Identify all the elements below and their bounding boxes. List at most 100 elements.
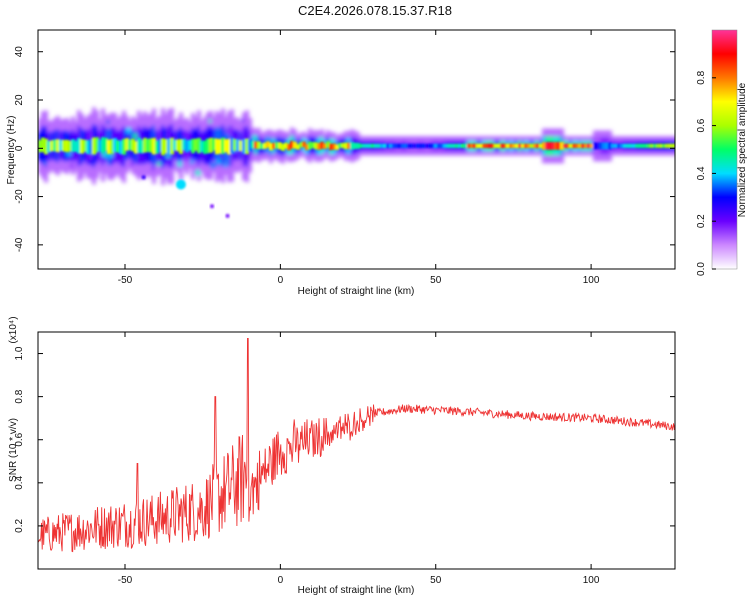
spec-core [290, 140, 294, 149]
spec-speckle [225, 128, 231, 135]
spec-core [302, 141, 306, 148]
spec-core [437, 143, 441, 148]
spec-core [671, 143, 675, 148]
spec-core [341, 142, 345, 149]
spec-core [254, 141, 258, 149]
spec-core [620, 143, 624, 148]
spec-speckle [69, 163, 75, 169]
spec-core [461, 143, 465, 148]
snr-x-label: Height of straight line (km) [298, 585, 415, 596]
spec-core [410, 143, 414, 148]
spec-speckle [142, 157, 146, 161]
spec-core [317, 143, 321, 150]
spec-speckle [194, 169, 202, 176]
spec-speckle [222, 162, 228, 168]
spec-core [395, 143, 399, 148]
spec-speckle [105, 119, 111, 125]
spec-core [47, 140, 51, 153]
spec-core [455, 143, 459, 148]
spec-core [281, 143, 285, 151]
spec-core [599, 142, 603, 150]
spec-core [128, 139, 132, 151]
spec-core [509, 143, 513, 148]
spec-core [179, 139, 183, 154]
x-tick-label: 100 [583, 275, 600, 286]
spec-core [557, 142, 561, 150]
spec-core [515, 143, 519, 148]
spec-core [425, 143, 429, 148]
spec-core [272, 142, 276, 149]
spec-speckle [43, 161, 47, 165]
spec-core [443, 143, 447, 148]
spectrogram-x-label: Height of straight line (km) [298, 286, 415, 297]
colorbar-label: Normalized spectral amplitude [737, 82, 748, 217]
snr-series-line [38, 338, 675, 553]
spectrogram-y-axis: -40 -20 0 20 40 [14, 46, 675, 252]
spec-core [524, 143, 528, 148]
spec-core [503, 143, 507, 148]
spec-speckle [150, 166, 156, 171]
spec-core [266, 141, 270, 148]
y-tick-label: -40 [14, 237, 25, 252]
spec-core [494, 143, 498, 148]
spec-core [479, 143, 483, 148]
spec-core [248, 139, 252, 152]
spec-speckle [132, 133, 138, 139]
spec-core [560, 142, 564, 150]
spec-core [164, 139, 168, 154]
spec-core [215, 138, 219, 155]
spec-core [482, 143, 486, 148]
spec-core [293, 141, 297, 149]
spec-core [440, 143, 444, 148]
spec-core [404, 143, 408, 148]
spec-core [158, 139, 162, 152]
y-tick-label: 0.2 [14, 519, 25, 533]
spec-core [182, 139, 186, 151]
spec-core [218, 139, 222, 154]
spec-core [335, 144, 339, 150]
spec-core [611, 143, 615, 148]
spec-core [230, 137, 234, 154]
spec-core [416, 143, 420, 148]
spec-core [107, 139, 111, 155]
spec-core [257, 141, 261, 150]
spec-core [269, 143, 273, 151]
spec-core [74, 140, 78, 152]
spec-core [590, 143, 594, 148]
spec-core [446, 143, 450, 148]
snr-frame [37, 331, 676, 570]
spec-core [263, 142, 267, 149]
spec-core [320, 141, 324, 149]
spec-core [392, 143, 396, 148]
spec-speckle [72, 135, 78, 141]
spec-core [197, 137, 201, 154]
spec-core [308, 141, 312, 150]
spec-core [62, 139, 66, 152]
spec-core [65, 139, 69, 153]
spec-core [143, 137, 147, 153]
spec-core [131, 138, 135, 152]
spec-core [305, 144, 309, 150]
spec-core [362, 143, 366, 148]
colorbar-strip [711, 29, 738, 270]
spec-core [233, 138, 237, 151]
spec-core [59, 139, 63, 151]
spec-core [113, 138, 117, 153]
spec-core [548, 142, 552, 150]
spec-core [332, 143, 336, 150]
spec-core [464, 143, 468, 148]
spec-core [650, 143, 654, 148]
spec-core [38, 140, 42, 153]
spec-core [638, 143, 642, 148]
y-tick-label: 0.8 [14, 389, 25, 403]
spectrogram-core [38, 137, 675, 156]
y-tick-label: 0.4 [14, 475, 25, 489]
spec-core [92, 137, 96, 155]
spec-core [188, 139, 192, 151]
spec-core [380, 143, 384, 148]
spec-core [284, 142, 288, 149]
spec-core [359, 143, 363, 148]
spec-core [371, 143, 375, 148]
snr-panel: -50 0 50 100 0.2 0.4 0.6 0.8 1.0 Height of stra… [8, 316, 676, 596]
colorbar: 0.0 0.2 0.4 0.6 0.8 Normalized spectral ampl… [696, 29, 748, 276]
